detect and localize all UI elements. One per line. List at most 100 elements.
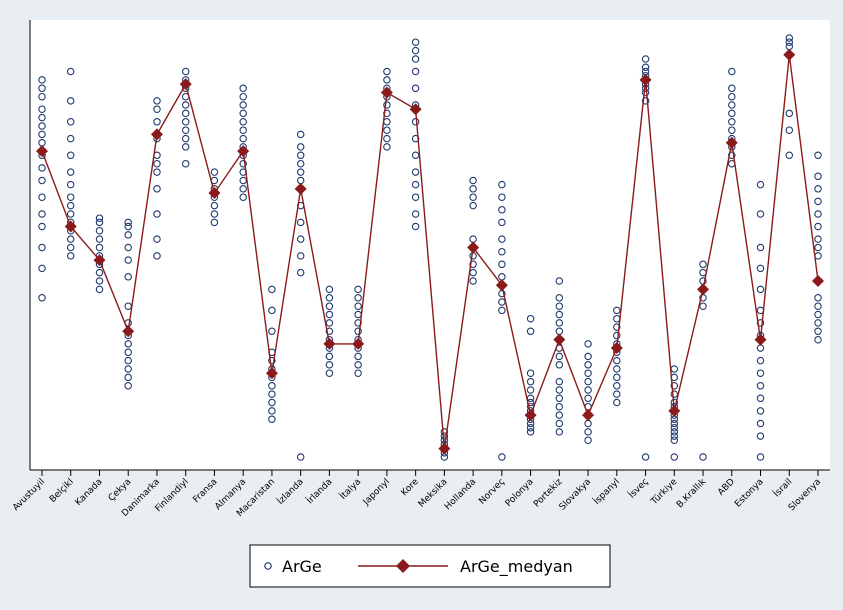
x-tick-label: Belçikl — [48, 477, 76, 505]
arge-point — [641, 55, 650, 63]
arge-point — [38, 84, 46, 93]
arge-point — [785, 126, 794, 134]
arge-point — [38, 294, 46, 302]
arge-point — [38, 76, 46, 84]
x-tick-label: Kore — [400, 477, 422, 499]
arge-point — [555, 386, 564, 394]
arge-point — [181, 143, 190, 151]
arge-point — [268, 356, 276, 365]
median-marker — [610, 342, 623, 355]
median-marker — [265, 367, 278, 380]
arge-point — [95, 235, 104, 243]
arge-point — [325, 352, 334, 361]
arge-point — [613, 306, 621, 315]
arge-point — [239, 109, 247, 118]
arge-point — [268, 407, 276, 415]
arge-point — [66, 252, 75, 260]
arge-point — [38, 243, 46, 252]
x-tick-label: Çekya — [107, 477, 134, 504]
arge-point — [38, 130, 46, 139]
arge-point — [124, 243, 132, 252]
arge-point — [469, 201, 477, 210]
legend-label-median: ArGe_medyan — [460, 557, 573, 577]
arge-point — [38, 222, 46, 231]
arge-point — [670, 432, 679, 440]
arge-point — [526, 386, 535, 394]
arge-point — [613, 331, 621, 340]
arge-point — [383, 143, 391, 151]
arge-point — [124, 256, 132, 264]
median-marker — [36, 145, 48, 158]
arge-point — [383, 76, 391, 84]
arge-point — [756, 453, 765, 461]
median-marker — [237, 145, 250, 158]
arge-point — [239, 126, 247, 134]
median-marker — [754, 333, 767, 346]
x-tick-label: Polonya — [504, 477, 536, 509]
arge-point — [555, 294, 564, 302]
arge-point — [555, 302, 564, 310]
arge-point — [124, 273, 132, 281]
arge-point — [469, 260, 477, 269]
arge-point — [728, 126, 736, 134]
arge-point — [785, 151, 794, 160]
arge-point — [354, 294, 362, 302]
arge-point — [555, 352, 564, 361]
arge-point — [814, 302, 822, 310]
arge-point — [756, 264, 765, 273]
legend-marker-median — [396, 559, 410, 573]
arge-point — [411, 67, 420, 76]
arge-point — [411, 118, 420, 126]
x-tick-label: Estonya — [733, 477, 766, 510]
arge-point — [95, 214, 104, 222]
arge-point — [383, 101, 391, 109]
arge-point — [153, 235, 161, 243]
x-tick-label: B.Krallık — [675, 476, 709, 510]
median-marker — [323, 337, 336, 350]
arge-point — [124, 382, 132, 390]
arge-point — [785, 109, 794, 118]
arge-point — [124, 348, 132, 357]
arge-point — [613, 323, 621, 331]
arge-point — [411, 84, 420, 93]
arge-point — [756, 285, 765, 294]
arge-point — [66, 180, 75, 189]
median-marker — [179, 78, 192, 91]
median-marker — [553, 333, 566, 346]
arge-point — [66, 67, 75, 76]
arge-point — [95, 277, 104, 285]
arge-point — [613, 365, 621, 373]
x-tick-label: Avustuyil — [11, 477, 47, 513]
arge-point — [555, 419, 564, 428]
arge-point — [325, 310, 334, 319]
arge-point — [785, 34, 794, 42]
median-line-group — [36, 48, 824, 455]
x-tick-label: Slovakya — [558, 477, 594, 513]
median-marker — [352, 337, 365, 350]
arge-point — [613, 390, 621, 398]
arge-point — [296, 130, 305, 139]
arge-point — [239, 118, 247, 126]
arge-point — [728, 118, 736, 126]
arge-point — [814, 294, 822, 302]
x-tick-label: Hollanda — [443, 477, 478, 512]
arge-point — [124, 356, 132, 365]
arge-point — [66, 201, 75, 210]
median-marker — [697, 283, 710, 296]
arge-point — [38, 164, 46, 172]
median-marker — [812, 275, 824, 288]
median-line — [41, 54, 819, 449]
arge-point — [383, 109, 391, 118]
arge-point — [613, 398, 621, 407]
arge-point — [66, 151, 75, 160]
arge-point — [498, 453, 506, 461]
arge-point — [210, 218, 219, 227]
arge-point — [296, 151, 305, 160]
arge-point — [38, 193, 46, 201]
arge-point — [670, 419, 679, 428]
arge-point — [325, 302, 334, 310]
arge-point — [641, 453, 650, 461]
arge-point — [498, 193, 506, 201]
median-marker — [783, 48, 796, 61]
